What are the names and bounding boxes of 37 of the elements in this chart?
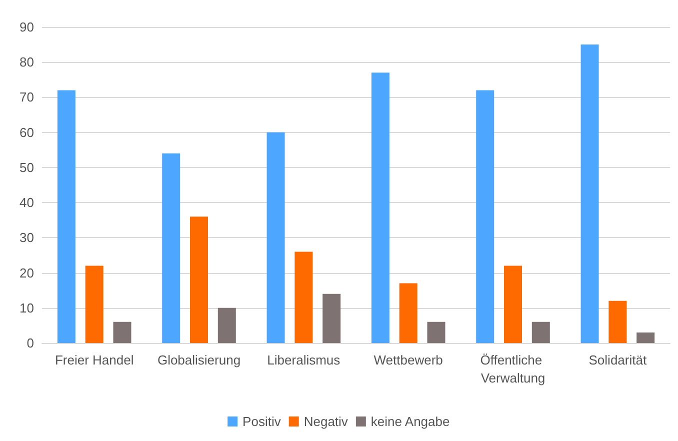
- x-tick-label: Öffentliche Verwaltung: [480, 352, 546, 386]
- legend-label: Positiv: [242, 414, 282, 429]
- y-tick-label: 70: [20, 90, 34, 105]
- y-tick-label: 0: [26, 336, 34, 350]
- bar: [608, 300, 627, 343]
- y-tick-label: 80: [20, 54, 34, 70]
- bar: [580, 44, 599, 343]
- bar: [476, 90, 494, 343]
- bar: [427, 322, 446, 343]
- bar: [190, 216, 208, 343]
- x-tick-label: Globalisierung: [157, 352, 241, 368]
- bar: [532, 322, 550, 343]
- bar: [371, 72, 390, 343]
- x-tick-label: Freier Handel: [54, 352, 134, 368]
- bar: [162, 153, 180, 343]
- x-tick-label: Wettbewerb: [374, 352, 443, 368]
- bar: [218, 308, 236, 343]
- bar: [399, 283, 418, 343]
- bar: [85, 266, 104, 343]
- legend-label: keine Angabe: [370, 414, 450, 429]
- bar: [294, 252, 313, 343]
- x-tick-label: Liberalismus: [267, 352, 341, 368]
- y-tick-label: 10: [20, 300, 34, 316]
- bar: [266, 132, 285, 343]
- y-tick-label: 40: [20, 195, 34, 210]
- y-tick-label: 50: [20, 160, 34, 175]
- y-tick-label: 30: [20, 230, 34, 246]
- bar: [113, 322, 132, 343]
- y-tick-label: 90: [20, 20, 34, 34]
- x-tick-label: Solidarität: [588, 352, 647, 368]
- y-tick-label: 20: [20, 265, 34, 280]
- bar: [504, 266, 522, 343]
- bar: [636, 332, 655, 343]
- bar: [57, 90, 76, 343]
- legend-label: Negativ: [304, 414, 348, 429]
- bar: [322, 294, 341, 343]
- y-tick-label: 60: [20, 124, 34, 140]
